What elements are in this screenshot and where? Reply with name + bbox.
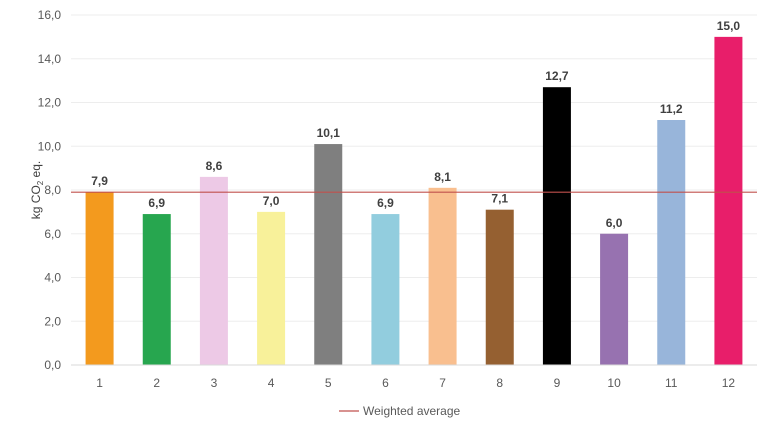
data-label-4: 7,0 — [263, 194, 280, 208]
data-labels: 7,9 6,9 8,6 7,0 10,1 6,9 8,1 7,1 12,7 6,0 11,2 15,0 — [91, 19, 740, 230]
y-tick-label: 14,0 — [38, 52, 62, 66]
x-tick-label-7: 7 — [439, 376, 446, 390]
legend-label-weighted-average: Weighted average — [363, 404, 461, 418]
bar-11 — [657, 120, 686, 365]
y-tick-label: 16,0 — [38, 8, 62, 22]
bar-8 — [485, 209, 514, 365]
data-label-1: 7,9 — [91, 174, 108, 188]
legend: Weighted average — [339, 404, 461, 418]
y-tick-label: 0,0 — [44, 358, 61, 372]
data-label-9: 12,7 — [545, 69, 569, 83]
data-label-11: 11,2 — [660, 102, 683, 116]
x-tick-label-12: 12 — [722, 376, 736, 390]
y-axis-label-main: kg CO — [29, 185, 43, 219]
data-label-3: 8,6 — [206, 159, 223, 173]
y-axis-label: kg CO2 eq. — [29, 161, 45, 219]
bars — [85, 36, 743, 365]
y-tick-label: 12,0 — [38, 96, 62, 110]
data-label-5: 10,1 — [317, 126, 341, 140]
x-axis-tick-labels: 1 2 3 4 5 6 7 8 9 10 11 12 — [96, 376, 735, 390]
y-tick-label: 8,0 — [44, 183, 61, 197]
x-tick-label-9: 9 — [554, 376, 561, 390]
x-tick-label-4: 4 — [268, 376, 275, 390]
data-label-7: 8,1 — [434, 170, 451, 184]
bar-6 — [371, 214, 400, 365]
data-label-12: 15,0 — [717, 19, 741, 33]
x-tick-label-8: 8 — [496, 376, 503, 390]
bar-7 — [428, 187, 457, 365]
bar-12 — [714, 36, 743, 365]
y-axis-tick-labels: 0,0 2,0 4,0 6,0 8,0 10,0 12,0 14,0 16,0 — [38, 8, 62, 372]
data-label-6: 6,9 — [377, 196, 394, 210]
x-tick-label-6: 6 — [382, 376, 389, 390]
data-label-10: 6,0 — [606, 216, 623, 230]
y-tick-label: 6,0 — [44, 227, 61, 241]
bar-2 — [142, 214, 171, 365]
gridlines — [71, 14, 757, 322]
bar-4 — [257, 211, 286, 365]
x-tick-label-11: 11 — [665, 376, 678, 390]
y-axis-label-tail: eq. — [29, 161, 43, 181]
data-label-2: 6,9 — [148, 196, 165, 210]
x-tick-label-5: 5 — [325, 376, 332, 390]
bar-10 — [600, 233, 629, 365]
bar-9 — [542, 87, 571, 365]
y-tick-label: 2,0 — [44, 314, 61, 328]
x-tick-label-2: 2 — [153, 376, 160, 390]
x-tick-label-10: 10 — [607, 376, 621, 390]
y-tick-label: 10,0 — [38, 139, 62, 153]
y-axis-label-subscript: 2 — [36, 180, 45, 185]
bar-3 — [199, 176, 228, 365]
data-label-8: 7,1 — [491, 192, 508, 206]
x-tick-label-1: 1 — [96, 376, 103, 390]
bar-1 — [85, 192, 114, 365]
bar-5 — [314, 144, 343, 365]
x-tick-label-3: 3 — [211, 376, 218, 390]
y-tick-label: 4,0 — [44, 271, 61, 285]
